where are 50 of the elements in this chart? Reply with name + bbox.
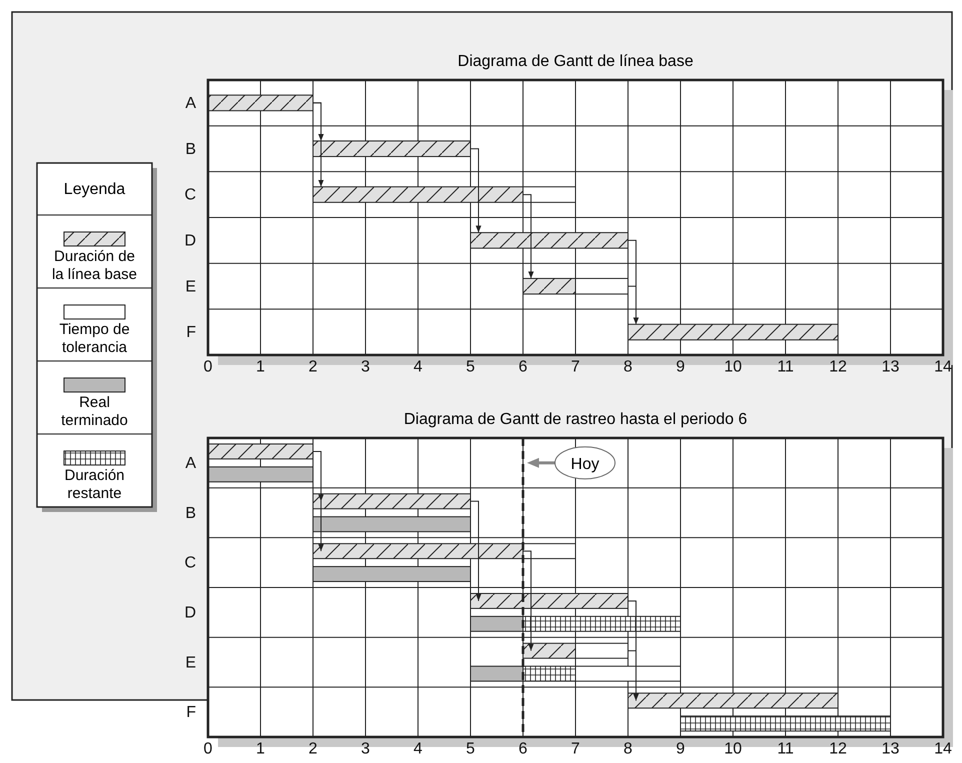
x-tick-label: 3	[361, 740, 370, 758]
x-tick-label: 11	[777, 358, 794, 376]
y-tick-label: D	[184, 232, 196, 250]
x-tick-label: 8	[624, 358, 633, 376]
x-tick-label: 10	[724, 358, 742, 376]
x-tick-label: 1	[256, 740, 266, 758]
legend-title: Leyenda	[64, 181, 126, 198]
y-tick-label: B	[185, 504, 196, 522]
x-tick-label: 1	[256, 358, 266, 376]
y-tick-label: F	[186, 324, 196, 342]
x-tick-label: 11	[777, 740, 794, 758]
x-tick-label: 10	[724, 740, 742, 758]
legend-label: Tiempo de tolerancia	[59, 321, 130, 356]
x-tick-label: 6	[518, 358, 528, 376]
y-tick-label: D	[184, 604, 196, 622]
x-tick-label: 4	[414, 358, 423, 376]
x-tick-label: 13	[882, 740, 900, 758]
x-tick-label: 8	[624, 740, 633, 758]
x-tick-label: 6	[518, 740, 528, 758]
y-tick-label: C	[184, 186, 196, 204]
y-tick-label: A	[185, 455, 196, 472]
x-tick-label: 14	[934, 740, 952, 758]
y-tick-label: E	[185, 654, 196, 672]
y-tick-label: F	[186, 704, 196, 722]
x-tick-label: 0	[204, 740, 213, 758]
ref-line-label: Hoy	[570, 456, 600, 473]
y-tick-label: E	[185, 278, 196, 296]
x-tick-label: 2	[308, 358, 318, 376]
x-tick-label: 5	[466, 740, 476, 758]
x-tick-label: 9	[676, 740, 686, 758]
x-tick-label: 2	[308, 740, 318, 758]
chart-title: Diagrama de Gantt de línea base	[458, 53, 694, 70]
legend-label: Duración restante	[64, 467, 125, 502]
x-tick-label: 0	[204, 358, 213, 376]
x-tick-label: 4	[414, 740, 423, 758]
x-tick-label: 12	[829, 740, 847, 758]
x-tick-label: 9	[676, 358, 686, 376]
chart-title: Diagrama de Gantt de rastreo hasta el periodo 6	[404, 411, 748, 428]
legend-label: Real terminado	[61, 394, 128, 429]
x-tick-label: 7	[571, 740, 580, 758]
legend-label: Duración de la línea base	[52, 248, 138, 283]
y-tick-label: C	[184, 554, 196, 572]
x-tick-label: 12	[829, 358, 847, 376]
x-tick-label: 7	[571, 358, 580, 376]
y-tick-label: B	[185, 140, 196, 158]
x-tick-label: 5	[466, 358, 476, 376]
x-tick-label: 3	[361, 358, 370, 376]
x-tick-label: 14	[934, 358, 952, 376]
x-tick-label: 13	[882, 358, 900, 376]
y-tick-label: A	[185, 95, 196, 112]
